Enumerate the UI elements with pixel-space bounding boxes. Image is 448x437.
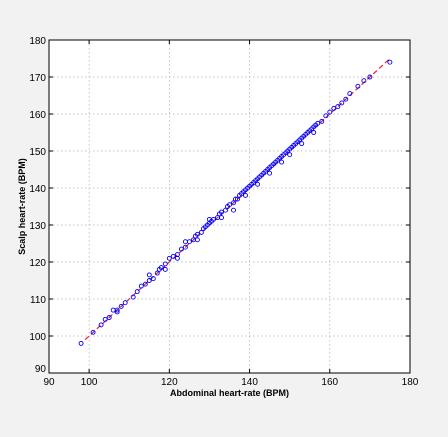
data-point	[227, 202, 232, 208]
x-tick-label: 140	[241, 377, 258, 388]
data-point	[206, 216, 212, 222]
data-point	[339, 100, 345, 106]
data-point	[162, 261, 168, 267]
data-point	[142, 281, 148, 287]
y-axis-label: Scalp heart-rate (BPM)	[17, 158, 27, 255]
data-point	[219, 209, 224, 215]
data-point	[331, 105, 337, 111]
data-point	[162, 266, 168, 272]
data-point	[311, 130, 317, 135]
data-point	[122, 300, 128, 306]
data-point	[106, 315, 112, 320]
y-tick-label: 150	[29, 147, 46, 158]
data-point	[166, 255, 172, 261]
data-point	[138, 283, 144, 289]
data-point	[158, 265, 164, 271]
data-point	[130, 294, 136, 300]
y-tick-label: 130	[29, 221, 46, 232]
y-tick-label: 170	[29, 73, 46, 84]
data-point	[299, 141, 305, 147]
data-point	[114, 309, 120, 315]
data-point	[361, 78, 367, 84]
y-tick-label: 120	[29, 258, 46, 269]
x-tick-label: 120	[161, 377, 178, 388]
axis-ticks: 90 100 120 140 160 180 90 100 110 120 130 140 150 160…	[29, 36, 418, 388]
data-point	[387, 59, 393, 65]
data-point	[223, 207, 228, 213]
data-point	[114, 307, 120, 313]
data-point	[323, 113, 329, 119]
data-point	[154, 270, 160, 276]
data-point	[170, 253, 176, 259]
data-point	[267, 170, 273, 176]
y-tick-label: 140	[29, 184, 46, 195]
x-tick-label: 100	[81, 377, 98, 388]
data-point	[102, 316, 108, 322]
grid-lines	[49, 40, 410, 373]
data-point	[118, 303, 124, 309]
data-point	[178, 246, 184, 252]
plot-frame	[48, 39, 411, 374]
x-axis-label: Abdominal heart-rate (BPM)	[170, 388, 289, 398]
data-point	[233, 196, 238, 202]
y-tick-label: 160	[29, 110, 46, 121]
data-point	[347, 91, 353, 97]
x-tick-label: 160	[321, 377, 338, 388]
data-point	[150, 276, 156, 282]
data-point	[335, 104, 341, 110]
data-point	[146, 272, 152, 278]
y-tick-label: 100	[29, 332, 46, 343]
data-point	[182, 239, 188, 245]
data-point	[243, 192, 248, 198]
data-point	[315, 120, 321, 126]
y-tick-label: 110	[30, 295, 46, 306]
data-point	[343, 96, 349, 102]
data-point	[235, 196, 240, 202]
data-point	[327, 109, 333, 115]
data-points	[78, 59, 393, 346]
data-point	[194, 231, 200, 237]
data-point	[134, 289, 140, 295]
data-point	[78, 340, 84, 346]
data-point	[98, 322, 104, 328]
y-tick-label: 180	[29, 36, 46, 47]
data-point	[287, 152, 293, 158]
data-point	[182, 244, 188, 250]
data-point	[174, 255, 180, 261]
data-point	[194, 237, 200, 243]
data-point	[255, 181, 261, 187]
data-point	[231, 200, 236, 206]
data-point	[219, 215, 224, 221]
data-point	[90, 329, 96, 335]
x-tick-label: 90	[43, 377, 55, 388]
data-point	[198, 229, 204, 235]
data-point	[355, 83, 361, 89]
data-point	[146, 278, 152, 283]
data-point	[231, 207, 236, 213]
data-point	[319, 118, 325, 124]
data-point	[279, 159, 285, 165]
data-point	[367, 74, 373, 80]
x-tick-label: 180	[402, 377, 419, 388]
y-tick-label: 90	[35, 364, 47, 375]
